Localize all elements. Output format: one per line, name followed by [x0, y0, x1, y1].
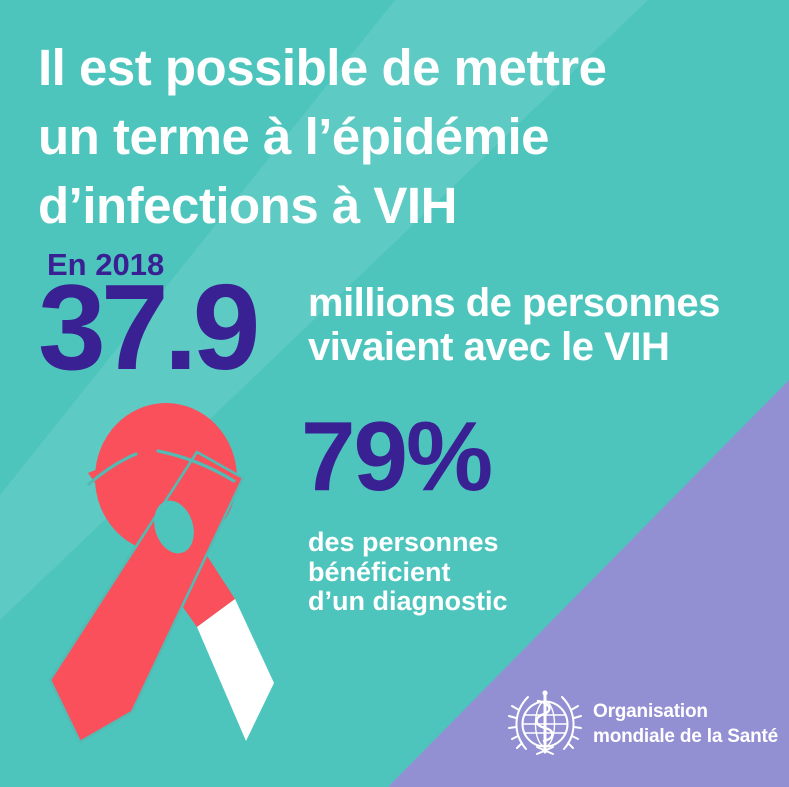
- title-line-2: un terme à l’épidémie: [38, 108, 550, 165]
- who-emblem-icon: [508, 690, 582, 755]
- stat-diagnosis-value: 79%: [301, 401, 493, 511]
- stat-hiv-caption-line-1: millions de personnes: [308, 281, 720, 325]
- who-footer: Organisation mondiale de la Santé: [505, 684, 789, 764]
- stat-diagnosis-caption-line-2: bénéficient: [308, 556, 451, 587]
- stat-diagnosis-caption: des personnes bénéficient d’un diagnosti…: [308, 527, 508, 617]
- title-line-3: d’infections à VIH: [38, 177, 457, 234]
- stat-diagnosis-caption-line-3: d’un diagnostic: [308, 586, 508, 616]
- awareness-ribbon-icon: [48, 403, 274, 744]
- org-name-line-1: Organisation: [593, 701, 708, 722]
- page-title: Il est possible de mettre un terme à l’é…: [38, 33, 768, 240]
- stat-hiv-value: 37.9: [38, 259, 260, 395]
- stat-hiv-caption: millions de personnes vivaient avec le V…: [308, 281, 720, 369]
- year-label: En 2018: [47, 247, 165, 282]
- org-name-line-2: mondiale de la Santé: [593, 726, 778, 747]
- title-line-1: Il est possible de mettre: [38, 39, 607, 96]
- stat-diagnosis-caption-line-1: des personnes: [308, 527, 499, 557]
- stat-hiv-caption-line-2: vivaient avec le VIH: [308, 325, 670, 369]
- org-name: Organisation mondiale de la Santé: [593, 699, 778, 749]
